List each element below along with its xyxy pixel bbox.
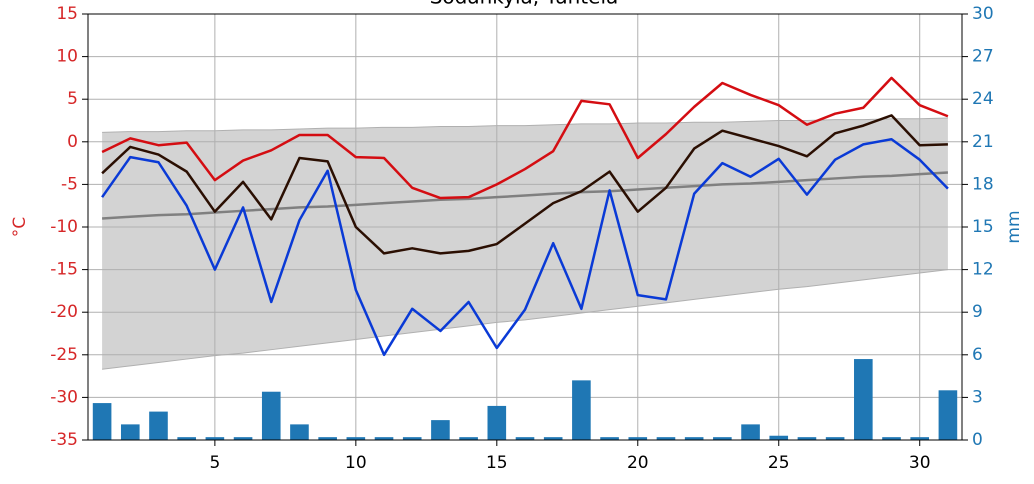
y-tick-label: 15: [56, 4, 78, 24]
y2-axis-label: mm: [1004, 210, 1024, 243]
y-tick-label: -5: [61, 174, 78, 194]
y2-tick-label: 21: [972, 132, 994, 152]
y2-tick-label: 24: [972, 89, 994, 109]
y-tick-label: -25: [50, 345, 78, 365]
x-tick-label: 20: [627, 453, 649, 473]
bar: [854, 359, 873, 440]
y-tick-label: -20: [50, 302, 78, 322]
x-tick-label: 5: [209, 453, 220, 473]
x-tick-label: 15: [486, 453, 508, 473]
bar: [431, 420, 450, 440]
y-axis-label: °C: [10, 217, 30, 237]
bar: [572, 380, 591, 440]
y2-tick-label: 3: [972, 387, 983, 407]
y-tick-label: -15: [50, 260, 78, 280]
line: [101, 137, 949, 357]
bar: [543, 437, 563, 440]
bar: [797, 437, 817, 440]
bar: [149, 411, 168, 440]
bar: [261, 391, 281, 440]
bar: [205, 437, 225, 440]
bar: [769, 435, 789, 440]
bar: [515, 437, 535, 440]
bar: [713, 437, 732, 440]
y2-tick-label: 12: [972, 260, 994, 280]
y2-tick-label: 9: [972, 302, 983, 322]
y2-tick-label: 18: [972, 174, 994, 194]
y-tick-label: 0: [67, 132, 78, 152]
x-tick-label: 30: [909, 453, 931, 473]
y-tick-label: -10: [50, 217, 78, 237]
bar: [318, 437, 337, 440]
y2-tick-label: 30: [972, 4, 994, 24]
y2-tick-label: 15: [972, 217, 994, 237]
bar: [233, 437, 253, 440]
bar: [882, 437, 901, 440]
bar: [177, 437, 196, 440]
band-edge: [102, 269, 948, 370]
line: [101, 114, 948, 255]
bar: [938, 390, 958, 440]
bar: [290, 424, 309, 440]
chart-title: Sodankylä, Tähtelä: [430, 0, 619, 9]
y-tick-label: 10: [56, 47, 78, 67]
y-tick-label: -30: [50, 387, 78, 407]
line: [101, 76, 949, 200]
bar: [825, 437, 845, 440]
plot-frame: [87, 13, 963, 441]
x-tick-label: 25: [768, 453, 790, 473]
bar: [910, 437, 930, 440]
bar: [656, 437, 676, 440]
band-fill: [102, 117, 948, 370]
bar: [459, 437, 478, 440]
band-edge: [102, 117, 948, 133]
bar: [684, 437, 704, 440]
x-tick-label: 10: [345, 453, 367, 473]
y2-tick-label: 0: [972, 430, 983, 450]
y2-tick-label: 6: [972, 345, 983, 365]
bar: [741, 424, 760, 440]
bar: [487, 405, 507, 440]
y-tick-label: -35: [50, 430, 78, 450]
bar: [374, 437, 394, 440]
y-tick-label: 5: [67, 89, 78, 109]
bar: [92, 403, 112, 440]
y2-tick-label: 27: [972, 47, 994, 67]
bar: [628, 437, 648, 440]
bar: [600, 437, 619, 440]
bar: [402, 437, 422, 440]
bar: [346, 437, 366, 440]
bar: [120, 424, 140, 440]
